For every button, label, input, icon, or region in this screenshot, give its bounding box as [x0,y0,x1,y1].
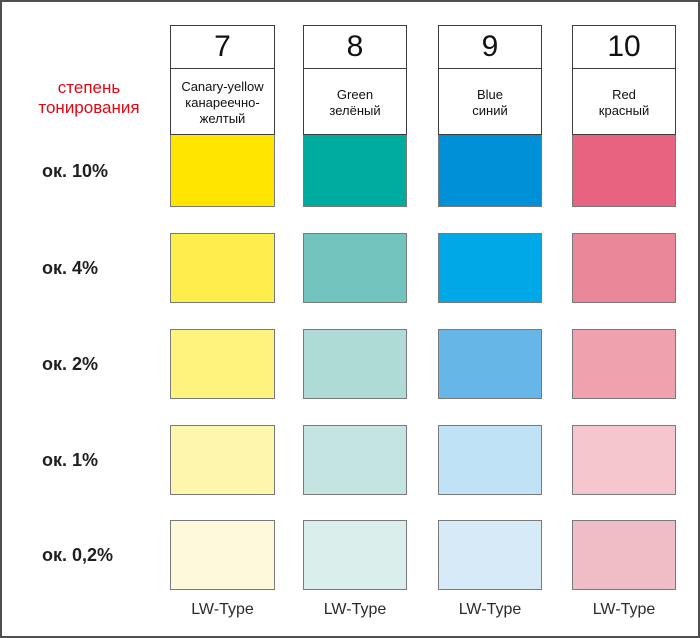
swatch-green-10pct [303,135,407,207]
swatch-red-02pct [572,520,676,590]
column-header: 7 Canary-yellow канареечно- желтый [170,25,275,135]
column-10-red: 10 Red красный LW-Type [572,2,676,636]
swatch-yellow-10pct [170,135,275,207]
swatch-red-1pct [572,425,676,495]
row-label-10pct: ок. 10% [42,161,109,181]
column-7-canary-yellow: 7 Canary-yellow канареечно- желтый LW-Ty… [170,2,275,636]
swatch-green-4pct [303,233,407,303]
column-type-label: LW-Type [191,601,254,618]
column-number: 8 [304,26,406,69]
swatch-blue-02pct [438,520,542,590]
column-9-blue: 9 Blue синий LW-Type [438,2,542,636]
swatch-blue-4pct [438,233,542,303]
swatch-blue-1pct [438,425,542,495]
swatch-red-10pct [572,135,676,207]
row-label-4pct: ок. 4% [42,258,99,278]
column-8-green: 8 Green зелёный LW-Type [303,2,407,636]
swatch-red-2pct [572,329,676,399]
column-name: Green зелёный [329,86,381,118]
row-label-2pct: ок. 2% [42,354,99,374]
column-type-label: LW-Type [458,601,522,618]
row-label-02pct: ок. 0,2% [42,545,114,565]
swatch-yellow-02pct [170,520,275,590]
swatch-green-2pct [303,329,407,399]
swatch-green-1pct [303,425,407,495]
column-number: 9 [439,26,541,69]
column-name: Blue синий [472,86,508,118]
swatch-yellow-1pct [170,425,275,495]
column-name: Canary-yellow канареечно- желтый [181,78,264,126]
swatch-red-4pct [572,233,676,303]
column-header: 10 Red красный [572,25,676,135]
swatch-green-02pct [303,520,407,590]
column-name: Red красный [598,86,650,118]
column-type-label: LW-Type [323,601,387,618]
swatch-yellow-4pct [170,233,275,303]
column-header: 8 Green зелёный [303,25,407,135]
column-header: 9 Blue синий [438,25,542,135]
swatch-blue-2pct [438,329,542,399]
row-label-1pct: ок. 1% [42,450,99,470]
chart-title: степень тонирования [38,78,140,117]
swatch-blue-10pct [438,135,542,207]
column-number: 10 [573,26,675,69]
swatch-yellow-2pct [170,329,275,399]
column-number: 7 [171,26,274,69]
column-type-label: LW-Type [592,601,656,618]
